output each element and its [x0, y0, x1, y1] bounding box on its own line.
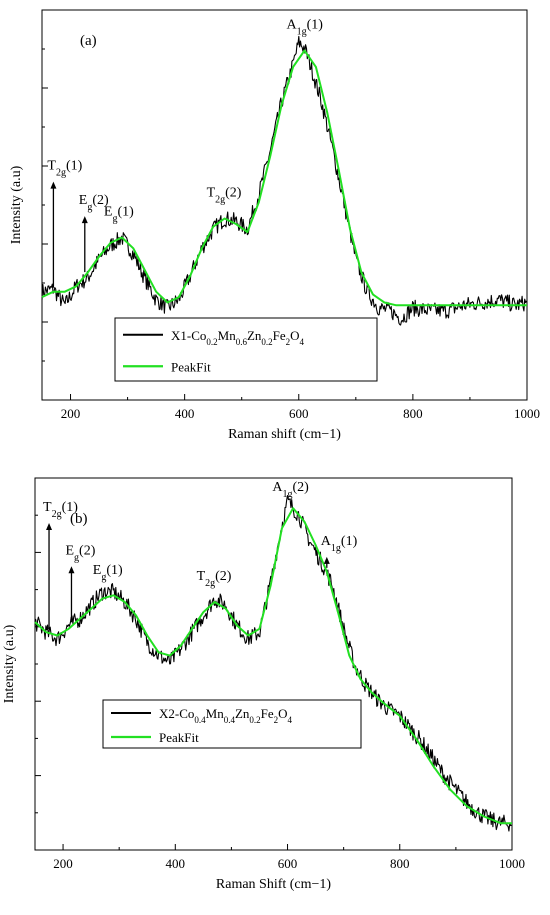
peak-arrow-head — [323, 556, 330, 564]
legend-label-1: X1-Co0.2Mn0.6Zn0.2Fe2O4 — [171, 328, 305, 347]
peak-arrow-head — [68, 566, 75, 574]
y-axis-title: Intensity (a.u) — [9, 165, 24, 244]
chart-panel-1: 200 400 600 800 1000 Raman shift (cm−1) Intens… — [9, 9, 540, 442]
chart-panel-2: 200 400 600 800 1000 Raman Shift (cm−1) Intens… — [2, 477, 525, 892]
peak-label: T2g(1) — [43, 500, 78, 520]
legend: X2-Co0.4Mn0.4Zn0.2Fe2O4 PeakFit — [102, 699, 362, 749]
legend-box — [114, 317, 378, 382]
x-tick-label: 600 — [278, 856, 298, 871]
x-tick-label: 200 — [61, 406, 81, 421]
x-tick-label: 800 — [390, 856, 410, 871]
peak-label: A1g(1) — [321, 534, 358, 554]
peak-label: Eg(1) — [104, 205, 134, 225]
legend-box — [102, 699, 362, 749]
legend-label-1: X2-Co0.4Mn0.4Zn0.2Fe2O4 — [159, 706, 293, 725]
series-line-2 — [41, 49, 527, 307]
peak-arrow-head — [46, 523, 53, 530]
peak-label: Eg(2) — [65, 543, 95, 563]
peak-label: T2g(1) — [47, 159, 82, 179]
x-tick-label: 400 — [166, 856, 186, 871]
series-line-1 — [34, 494, 512, 832]
x-tick-label: 600 — [289, 406, 309, 421]
legend-label-2: PeakFit — [159, 730, 199, 745]
peak-label: A1g(1) — [286, 18, 323, 38]
series-line-2 — [34, 507, 512, 825]
peak-arrow-head — [50, 181, 57, 189]
x-tick-label: 800 — [403, 406, 423, 421]
x-tick-label: 1000 — [514, 406, 540, 421]
x-axis-title: Raman Shift (cm−1) — [216, 877, 332, 892]
y-axis-title: Intensity (a.u) — [2, 624, 17, 703]
peak-label: Eg(2) — [79, 193, 109, 213]
peak-arrow-head — [81, 216, 88, 224]
peak-label: Eg(1) — [93, 563, 123, 583]
series-line-1 — [41, 35, 527, 326]
x-tick-label: 200 — [53, 856, 73, 871]
x-tick-label: 1000 — [499, 856, 525, 871]
plot-frame — [34, 477, 513, 851]
panel-label: (a) — [80, 33, 97, 49]
legend: X1-Co0.2Mn0.6Zn0.2Fe2O4 PeakFit — [114, 317, 378, 382]
peak-label: T2g(2) — [207, 186, 242, 206]
x-tick-label: 400 — [175, 406, 195, 421]
legend-label-2: PeakFit — [171, 359, 211, 374]
peak-label: A1g(2) — [272, 480, 309, 500]
x-axis-title: Raman shift (cm−1) — [228, 427, 341, 442]
peak-label: T2g(2) — [197, 569, 232, 589]
panel-label: (b) — [70, 511, 88, 527]
